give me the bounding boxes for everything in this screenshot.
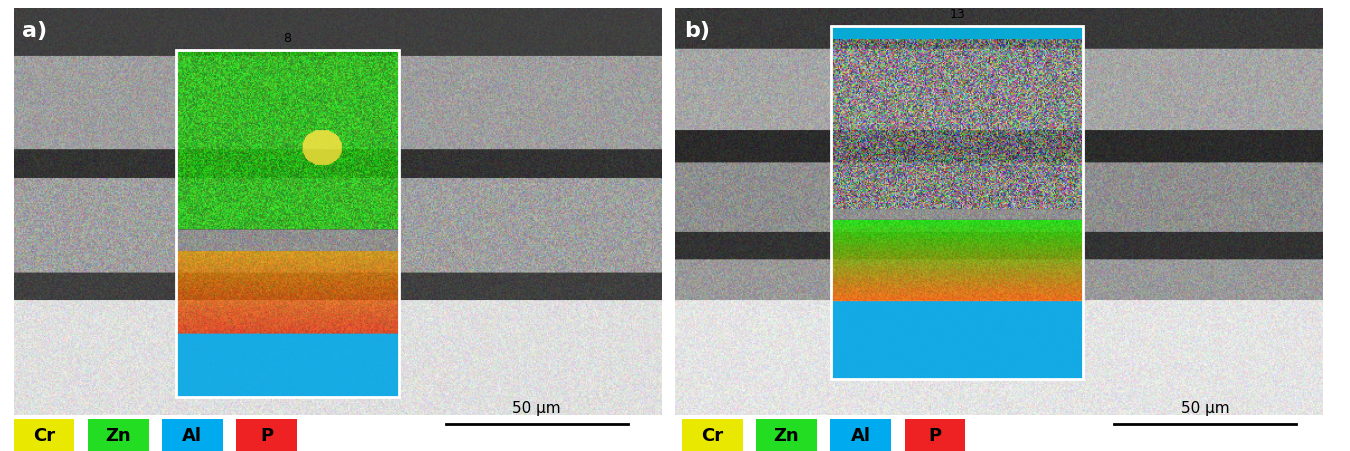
Text: 50 μm: 50 μm: [512, 400, 562, 415]
Text: Cr: Cr: [32, 426, 55, 444]
Text: Cr: Cr: [701, 426, 724, 444]
Bar: [832, 27, 1083, 379]
Text: 50 μm: 50 μm: [1180, 400, 1230, 415]
Bar: [176, 51, 400, 397]
Text: Zn: Zn: [774, 426, 799, 444]
Text: 13: 13: [949, 8, 965, 21]
Text: Zn: Zn: [105, 426, 131, 444]
Text: b): b): [684, 21, 710, 41]
Text: 8: 8: [284, 32, 292, 45]
Text: a): a): [23, 21, 47, 41]
Text: Al: Al: [850, 426, 871, 444]
Text: Al: Al: [182, 426, 202, 444]
Text: P: P: [261, 426, 273, 444]
Text: P: P: [929, 426, 941, 444]
